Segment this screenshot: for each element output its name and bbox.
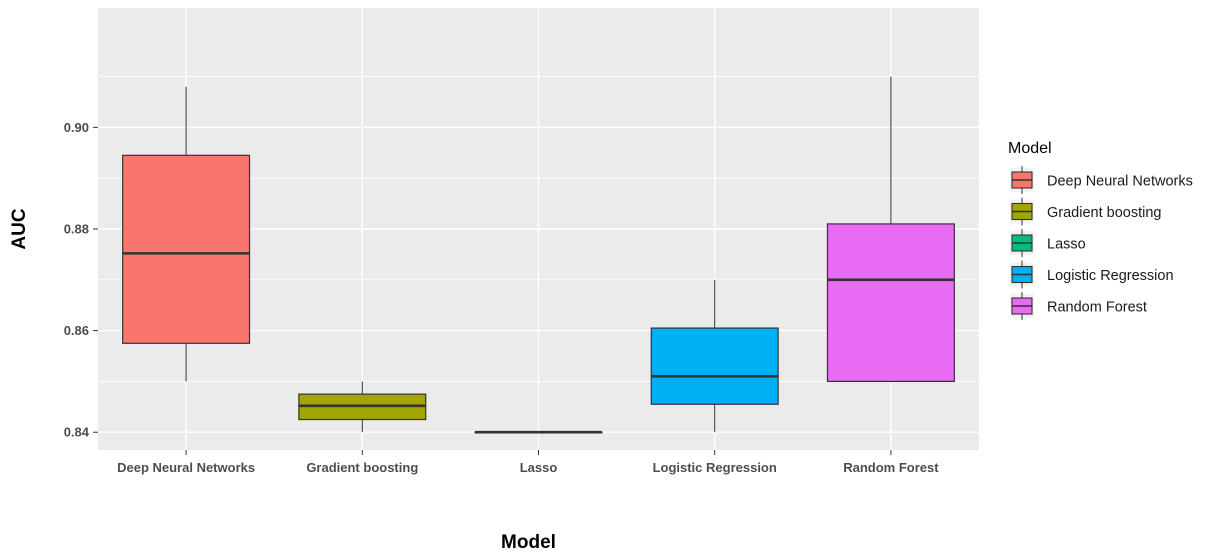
box-lasso	[474, 430, 603, 434]
legend-item-gradient-boosting: Gradient boosting	[1010, 197, 1161, 226]
x-tick-label: Gradient boosting	[306, 460, 418, 475]
y-tick-label: 0.84	[64, 425, 90, 440]
box-gradient-boosting	[298, 381, 427, 433]
y-tick-label: 0.90	[64, 120, 89, 135]
legend-item-random-forest: Random Forest	[1010, 292, 1147, 320]
legend-label: Random Forest	[1047, 300, 1147, 316]
x-axis: Deep Neural Networks Gradient boosting Las…	[117, 450, 939, 475]
box-body	[122, 154, 251, 344]
box-body	[650, 327, 779, 405]
x-tick-label: Random Forest	[843, 460, 939, 475]
legend-title: Model	[1008, 140, 1052, 157]
y-axis-title: AUC	[9, 208, 30, 249]
box-random-forest	[826, 76, 955, 383]
y-axis: 0.84 0.86 0.88 0.90	[64, 120, 98, 440]
x-tick-label: Lasso	[520, 460, 558, 475]
x-axis-title: Model	[501, 532, 556, 553]
box-body	[826, 223, 955, 383]
legend-item-deep-neural-networks: Deep Neural Networks	[1010, 166, 1193, 194]
legend-item-logistic-regression: Logistic Regression	[1010, 260, 1174, 289]
y-tick-label: 0.86	[64, 323, 89, 338]
box-series	[122, 76, 955, 434]
legend-label: Logistic Regression	[1047, 268, 1174, 284]
box-logistic-regression	[650, 279, 779, 433]
x-tick-label: Logistic Regression	[653, 460, 777, 475]
legend: Model Deep Neural Networks Gradient boost…	[1008, 140, 1193, 320]
y-tick-label: 0.88	[64, 222, 89, 237]
legend-label: Lasso	[1047, 237, 1086, 253]
box-deep-neural-networks	[122, 86, 251, 382]
legend-label: Deep Neural Networks	[1047, 174, 1193, 190]
legend-item-lasso: Lasso	[1010, 229, 1086, 257]
legend-label: Gradient boosting	[1047, 205, 1161, 221]
x-tick-label: Deep Neural Networks	[117, 460, 255, 475]
